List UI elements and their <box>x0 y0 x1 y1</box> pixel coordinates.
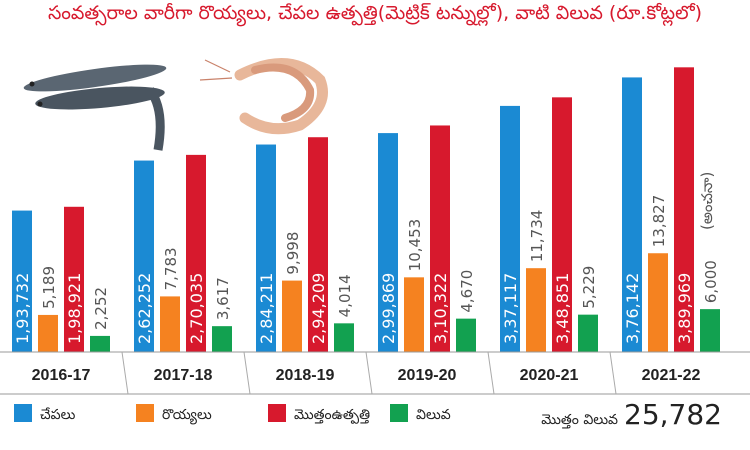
total-label: మొత్తం విలువ <box>541 412 619 428</box>
bar-0-0 <box>12 210 32 352</box>
data-label-0-2: 2,84,211 <box>257 273 276 344</box>
plot-area: 1,93,732 5,189 1,98,921 2,252 2,62,252 7,783 2… <box>12 67 720 353</box>
category-label-2: 2018-19 <box>276 367 335 384</box>
data-label-3-1: 3,617 <box>214 277 232 320</box>
fish-illustration <box>23 64 167 151</box>
data-label-3-3: 4,670 <box>458 270 476 313</box>
category-label-0: 2016-17 <box>32 367 91 384</box>
data-label-1-5: 13,827 <box>650 195 668 248</box>
data-label-2-4: 3,48,851 <box>553 273 572 344</box>
prawn-illustration <box>199 58 328 135</box>
data-label-1-0: 5,189 <box>40 266 58 309</box>
bar-1-0 <box>38 314 58 352</box>
bar-3-4 <box>578 314 598 352</box>
total-value: 25,782 <box>624 398 722 431</box>
bar-2-5 <box>674 67 694 352</box>
data-label-3-0: 2,252 <box>92 287 110 330</box>
legend-swatch-1 <box>136 404 154 422</box>
category-divider <box>365 351 373 395</box>
bar-2-2 <box>308 137 328 352</box>
bar-0-1 <box>134 160 154 352</box>
category-label-4: 2020-21 <box>520 367 579 384</box>
legend: చేపలు రొయ్యలు మొత్తంఉత్పత్తి విలువ <box>14 404 451 425</box>
bar-2-1 <box>186 154 206 352</box>
category-divider <box>121 351 129 395</box>
bar-1-2 <box>282 280 302 352</box>
bar-2-4 <box>552 97 572 352</box>
data-label-0-4: 3,37,117 <box>501 273 520 344</box>
bar-1-5 <box>648 253 668 352</box>
data-label-2-5: 3,89,969 <box>675 273 694 344</box>
data-label-3-2: 4,014 <box>336 274 354 317</box>
bar-2-0 <box>64 206 84 352</box>
data-label-1-1: 7,783 <box>162 247 180 290</box>
legend-label-2: మొత్తంఉత్పత్తి <box>294 407 370 424</box>
bar-1-4 <box>526 268 546 352</box>
data-label-0-1: 2,62,252 <box>135 273 154 344</box>
data-label-0-5: 3,76,142 <box>623 273 642 344</box>
data-label-2-3: 3,10,322 <box>431 273 450 344</box>
legend-swatch-3 <box>390 404 408 422</box>
category-divider <box>243 351 251 395</box>
data-label-0-0: 1,93,732 <box>13 273 32 344</box>
bar-3-0 <box>90 335 110 352</box>
legend-label-0: చేపలు <box>40 407 76 423</box>
data-label-3-4: 5,229 <box>580 266 598 309</box>
data-label-2-0: 1,98,921 <box>65 273 84 344</box>
bar-1-1 <box>160 296 180 352</box>
data-label-0-3: 2,99,869 <box>379 273 398 344</box>
legend-label-3: విలువ <box>416 407 451 423</box>
legend-swatch-2 <box>268 404 286 422</box>
category-label-5: 2021-22 <box>642 367 701 384</box>
data-label-1-3: 10,453 <box>406 219 424 272</box>
category-divider <box>487 351 495 395</box>
data-label-2-2: 2,94,209 <box>309 273 328 344</box>
bar-0-3 <box>378 133 398 352</box>
category-label-1: 2017-18 <box>154 367 213 384</box>
legend-label-1: రొయ్యలు <box>162 407 212 425</box>
bar-3-5 <box>700 309 720 352</box>
bar-0-2 <box>256 144 276 352</box>
total-value-box: మొత్తం విలువ 25,782 <box>541 398 722 431</box>
bar-2-3 <box>430 125 450 353</box>
data-label-2-1: 2,70,035 <box>187 273 206 344</box>
category-label-3: 2019-20 <box>398 367 457 384</box>
bar-1-3 <box>404 277 424 352</box>
x-axis: 2016-17 2017-18 2018-19 2019-20 2020-21 2021-… <box>0 351 750 395</box>
bar-0-5 <box>622 77 642 352</box>
data-label-1-4: 11,734 <box>528 210 546 263</box>
category-divider <box>609 351 617 395</box>
estimate-annotation: (అంచనా) <box>698 172 716 230</box>
chart-title: సంవత్సరాల వారీగా రొయ్యలు, చేపల ఉత్పత్తి(… <box>47 2 703 24</box>
legend-swatch-0 <box>14 404 32 422</box>
bar-0-4 <box>500 105 520 352</box>
bar-3-3 <box>456 318 476 352</box>
data-label-3-5: 6,000 <box>702 260 720 303</box>
bar-3-2 <box>334 323 354 352</box>
bar-3-1 <box>212 326 232 352</box>
data-label-1-2: 9,998 <box>284 232 302 275</box>
